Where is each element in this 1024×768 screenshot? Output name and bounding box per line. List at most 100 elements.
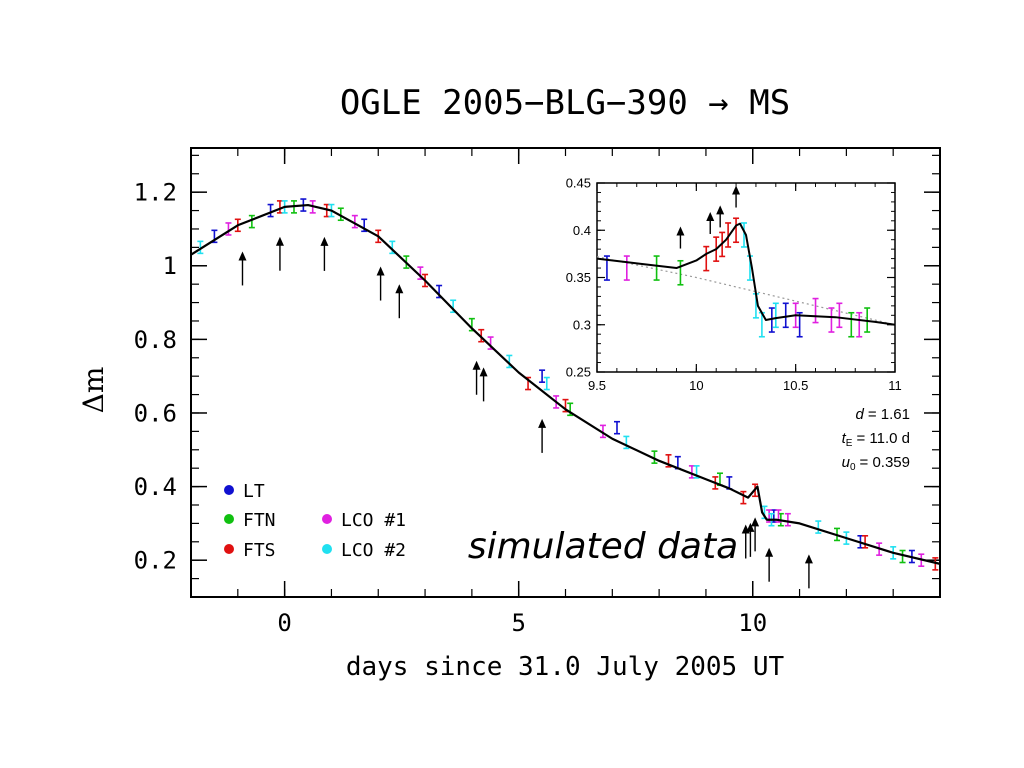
param-tE-symbol: t <box>842 430 847 447</box>
event-arrow <box>376 266 385 301</box>
event-arrow-head <box>676 226 685 236</box>
main-plot-area: 0 5 10 0.2 0.4 0.6 0.8 1 1.2 <box>134 148 941 637</box>
event-arrow-head <box>472 360 481 370</box>
event-arrow <box>706 211 715 234</box>
baseline-curve <box>596 256 896 326</box>
event-arrow-head <box>275 236 284 246</box>
simulated-data-annotation: simulated data <box>468 526 738 567</box>
data-point <box>862 534 869 549</box>
data-point <box>733 217 740 244</box>
legend-label: LCO #1 <box>341 510 406 531</box>
legend-label: LCO #2 <box>341 540 406 561</box>
event-arrow <box>732 185 741 208</box>
data-point <box>677 259 684 286</box>
y-tick-label: 0.3 <box>573 317 591 332</box>
x-tick-label: 9.5 <box>588 378 606 393</box>
data-point <box>741 222 748 248</box>
event-arrow <box>746 522 755 557</box>
x-axis-label: days since 31.0 July 2005 UT <box>346 652 785 682</box>
data-point <box>768 307 775 333</box>
data-point <box>389 240 396 255</box>
event-arrow-head <box>716 205 725 215</box>
event-arrow <box>238 251 247 286</box>
legend-marker <box>322 544 332 554</box>
data-point <box>740 490 747 505</box>
event-arrow-head <box>538 418 547 428</box>
data-point <box>539 369 546 383</box>
event-arrow-head <box>765 547 774 557</box>
data-point <box>812 297 819 324</box>
data-point <box>815 520 822 534</box>
event-arrow <box>472 360 481 395</box>
legend-marker <box>322 514 332 524</box>
param-tE: tE = 11.0 d <box>842 430 910 449</box>
data-point <box>703 245 710 272</box>
y-tick-label: 0.45 <box>566 176 591 191</box>
y-tick-label: 0.4 <box>134 473 177 501</box>
data-point <box>651 450 658 464</box>
model-curve <box>596 222 896 326</box>
legend-marker <box>224 544 234 554</box>
y-tick-label: 0.8 <box>134 326 177 354</box>
data-point <box>836 302 843 329</box>
event-arrow-head <box>732 185 741 195</box>
legend-item: FTS <box>224 540 276 561</box>
param-d-symbol: d <box>856 406 865 423</box>
event-arrow-head <box>746 522 755 532</box>
event-arrow <box>395 284 404 319</box>
legend-item: LCO #1 <box>322 510 406 531</box>
legend-item: LCO #2 <box>322 540 406 561</box>
data-point <box>623 255 630 281</box>
event-arrow <box>538 418 547 453</box>
y-tick-label: 1.2 <box>134 179 177 207</box>
data-point <box>613 420 620 435</box>
y-tick-label: 0.2 <box>134 547 177 575</box>
event-arrow-head <box>706 211 715 221</box>
x-tick-label: 0 <box>277 609 291 637</box>
data-point <box>784 512 791 527</box>
data-point <box>899 549 906 564</box>
data-point <box>725 222 732 248</box>
legend-item: FTN <box>224 510 276 531</box>
legend-item: LT <box>224 481 265 502</box>
y-tick-label: 1 <box>163 252 177 280</box>
param-u0-value: = 0.359 <box>860 454 910 471</box>
data-point <box>197 240 204 255</box>
event-arrow-head <box>751 517 760 527</box>
inset-plot-area: 9.5 10 10.5 11 0.25 0.3 0.35 0.4 0.45 <box>566 176 902 393</box>
y-tick-label: 0.25 <box>566 365 591 380</box>
data-point <box>796 311 803 338</box>
data-point <box>848 311 855 338</box>
event-arrow-head <box>479 367 488 377</box>
event-arrow <box>716 205 725 228</box>
legend-label: FTN <box>243 510 276 531</box>
y-tick-label: 0.4 <box>573 223 591 238</box>
x-tick-label: 5 <box>511 609 525 637</box>
event-arrow <box>804 554 813 589</box>
param-tE-subscript: E <box>846 438 853 449</box>
event-arrow-head <box>376 266 385 276</box>
legend-label: LT <box>243 481 265 502</box>
legend-marker <box>224 485 234 495</box>
data-point <box>267 203 274 218</box>
model-curve <box>190 203 941 565</box>
chart-title: OGLE 2005−BLG−390 → MS <box>340 83 790 123</box>
event-arrow <box>765 547 774 582</box>
x-tick-label: 10.5 <box>783 378 808 393</box>
y-axis-label: Δm <box>77 367 110 414</box>
data-point <box>653 255 660 281</box>
event-arrow <box>751 517 760 552</box>
legend-marker <box>224 514 234 524</box>
event-arrow <box>676 226 685 249</box>
data-point <box>856 311 863 338</box>
x-tick-label: 10 <box>738 609 767 637</box>
data-point <box>248 214 255 229</box>
event-arrow-head <box>804 554 813 564</box>
param-d: d = 1.61 <box>856 406 910 423</box>
data-point <box>782 302 789 329</box>
event-arrow <box>320 236 329 271</box>
x-tick-label: 10 <box>689 378 703 393</box>
data-point <box>599 424 606 439</box>
